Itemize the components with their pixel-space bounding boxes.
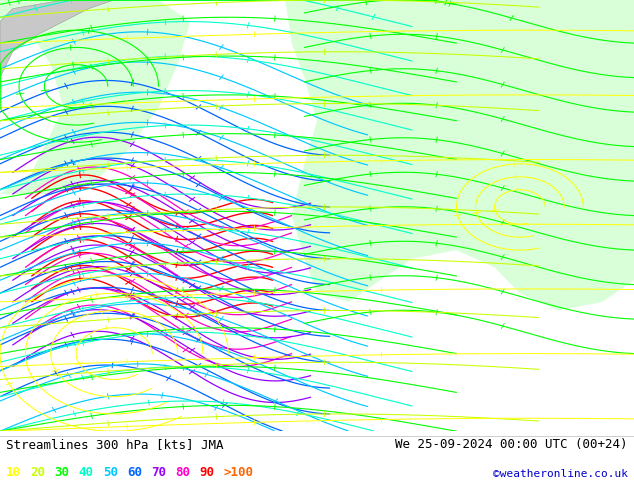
Text: Streamlines 300 hPa [kts] JMA: Streamlines 300 hPa [kts] JMA — [6, 438, 224, 451]
Text: ©weatheronline.co.uk: ©weatheronline.co.uk — [493, 469, 628, 479]
Text: >100: >100 — [223, 466, 253, 479]
Polygon shape — [0, 0, 190, 194]
Text: 40: 40 — [79, 466, 94, 479]
Text: 20: 20 — [30, 466, 46, 479]
Text: 30: 30 — [55, 466, 70, 479]
Text: 80: 80 — [175, 466, 190, 479]
Text: We 25-09-2024 00:00 UTC (00+24): We 25-09-2024 00:00 UTC (00+24) — [395, 438, 628, 451]
Text: 60: 60 — [127, 466, 142, 479]
Text: 10: 10 — [6, 466, 22, 479]
Polygon shape — [285, 0, 634, 311]
Text: 70: 70 — [151, 466, 166, 479]
Polygon shape — [0, 0, 114, 77]
Text: 90: 90 — [199, 466, 214, 479]
Text: 50: 50 — [103, 466, 118, 479]
